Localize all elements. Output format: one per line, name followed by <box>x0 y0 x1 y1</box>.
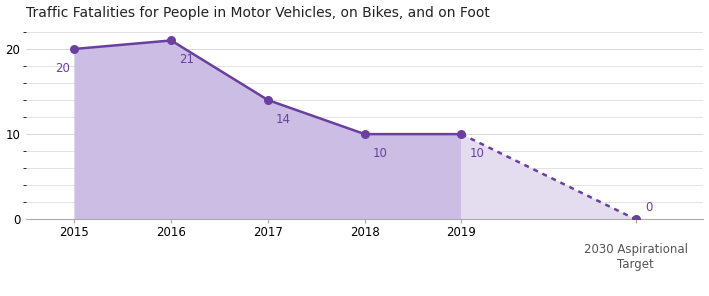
Point <box>262 98 274 102</box>
Point <box>165 38 177 43</box>
Text: 21: 21 <box>179 53 194 66</box>
Text: 10: 10 <box>469 147 484 160</box>
Point <box>359 132 370 136</box>
Text: 0: 0 <box>645 201 653 214</box>
Point <box>456 132 467 136</box>
Polygon shape <box>74 41 462 219</box>
Text: 10: 10 <box>372 147 387 160</box>
Polygon shape <box>462 134 636 219</box>
Text: 14: 14 <box>276 113 291 126</box>
Text: 20: 20 <box>55 62 69 75</box>
Text: Traffic Fatalities for People in Motor Vehicles, on Bikes, and on Foot: Traffic Fatalities for People in Motor V… <box>26 6 490 20</box>
Point <box>69 46 80 51</box>
Text: 2030 Aspirational
Target: 2030 Aspirational Target <box>584 243 688 271</box>
Point <box>630 217 642 222</box>
